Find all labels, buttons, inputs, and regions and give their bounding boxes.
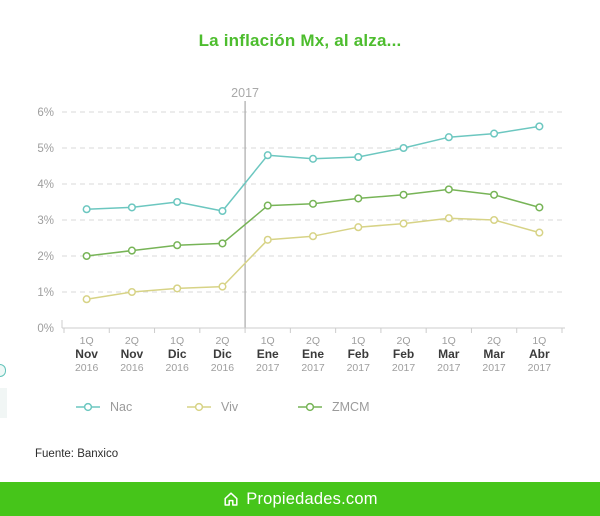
svg-text:1Q: 1Q	[532, 335, 546, 347]
line-marker-icon	[298, 402, 322, 412]
svg-text:2Q: 2Q	[125, 335, 139, 347]
svg-text:2%: 2%	[37, 251, 54, 263]
svg-text:Dic: Dic	[168, 347, 187, 361]
svg-text:0%: 0%	[37, 323, 54, 335]
svg-text:1Q: 1Q	[351, 335, 365, 347]
svg-text:2016: 2016	[211, 362, 235, 374]
legend-label: ZMCM	[332, 400, 370, 414]
svg-text:Mar: Mar	[483, 347, 505, 361]
legend-label: Nac	[110, 400, 133, 414]
svg-text:2017: 2017	[528, 362, 552, 374]
svg-text:2016: 2016	[75, 362, 99, 374]
legend-label: Viv	[221, 400, 239, 414]
legend-item-viv[interactable]: Viv	[186, 400, 297, 414]
svg-text:6%: 6%	[37, 107, 54, 119]
house-icon	[224, 492, 238, 506]
line-marker-icon	[76, 402, 100, 412]
svg-text:2017: 2017	[392, 362, 416, 374]
footer-bar: Propiedades.com	[0, 482, 600, 516]
svg-text:2017: 2017	[437, 362, 461, 374]
inflation-line-chart: 0% 1% 2% 3% 4% 5% 6% 2017 1Q Nov 2016 2Q Nov 2016 1Q Di…	[37, 86, 565, 374]
svg-text:2016: 2016	[166, 362, 190, 374]
chart-canvas: 0%1%2%3%4%5%6%20171QNov20162QNov20161QDi…	[37, 86, 565, 374]
source-note: Fuente: Banxico	[35, 448, 119, 460]
svg-text:Ene: Ene	[257, 347, 279, 361]
svg-text:1Q: 1Q	[80, 335, 94, 347]
svg-text:Mar: Mar	[438, 347, 460, 361]
svg-text:1Q: 1Q	[442, 335, 456, 347]
svg-text:Feb: Feb	[348, 347, 369, 361]
edge-artifact	[0, 388, 7, 418]
svg-text:2Q: 2Q	[487, 335, 501, 347]
line-marker-icon	[187, 402, 211, 412]
svg-text:Abr: Abr	[529, 347, 550, 361]
svg-text:1Q: 1Q	[261, 335, 275, 347]
svg-text:2017: 2017	[301, 362, 325, 374]
legend-item-zmcm[interactable]: ZMCM	[297, 400, 408, 414]
legend-item-nac[interactable]: Nac	[75, 400, 186, 414]
svg-text:2017: 2017	[231, 86, 259, 100]
svg-text:Nov: Nov	[121, 347, 144, 361]
svg-text:Dic: Dic	[213, 347, 232, 361]
svg-text:2016: 2016	[120, 362, 144, 374]
chart-legend: Nac Viv ZMCM	[75, 397, 408, 417]
svg-text:2017: 2017	[347, 362, 371, 374]
svg-text:5%: 5%	[37, 143, 54, 155]
chart-title: La inflación Mx, al alza...	[198, 31, 402, 50]
svg-text:2Q: 2Q	[397, 335, 411, 347]
svg-text:1%: 1%	[37, 287, 54, 299]
svg-text:Nov: Nov	[75, 347, 98, 361]
logo-text: Propiedades.com	[246, 489, 378, 508]
svg-text:2017: 2017	[482, 362, 506, 374]
svg-text:1Q: 1Q	[170, 335, 184, 347]
svg-text:Ene: Ene	[302, 347, 324, 361]
svg-text:2Q: 2Q	[215, 335, 229, 347]
svg-text:Feb: Feb	[393, 347, 414, 361]
svg-text:2Q: 2Q	[306, 335, 320, 347]
propiedades-logo[interactable]: Propiedades.com	[222, 489, 378, 509]
svg-text:2017: 2017	[256, 362, 280, 374]
svg-text:3%: 3%	[37, 215, 54, 227]
svg-text:4%: 4%	[37, 179, 54, 191]
